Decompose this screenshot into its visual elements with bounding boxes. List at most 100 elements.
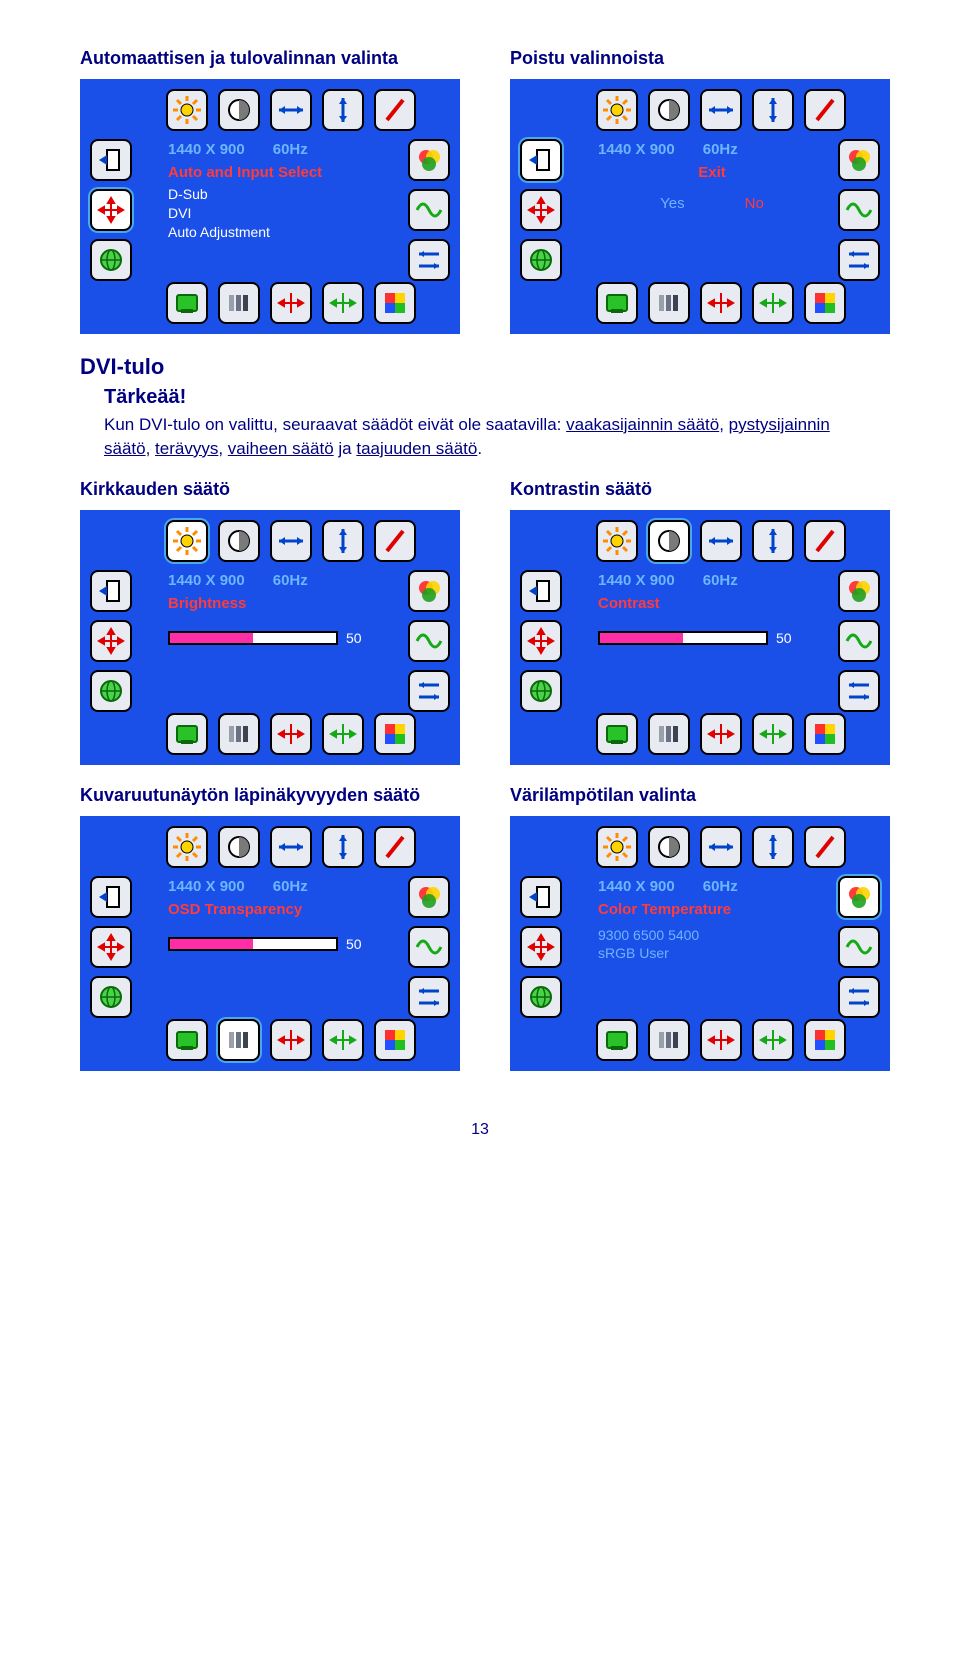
input-icon [520, 139, 562, 181]
language-icon [520, 976, 562, 1018]
input-icon [90, 876, 132, 918]
clock-icon [838, 670, 880, 712]
move-green-icon [322, 282, 364, 324]
resolution-text: 1440 X 90060Hz [598, 878, 826, 895]
move-green-icon [752, 713, 794, 755]
color-grid-icon [374, 713, 416, 755]
clock-icon [838, 976, 880, 1018]
input-icon [90, 570, 132, 612]
osd-auto-input: 1440 X 90060Hz Auto and Input Select D-S… [80, 79, 460, 334]
osd-pos-icon [520, 926, 562, 968]
resolution-text: 1440 X 90060Hz [598, 572, 826, 589]
caption-exit: Poistu valinnoista [510, 48, 890, 69]
free-icon [166, 713, 208, 755]
move-green-icon [322, 1019, 364, 1061]
colortemp-options: 9300 6500 5400 sRGB User [598, 926, 826, 964]
h-arrows-icon [270, 89, 312, 131]
clock-icon [408, 239, 450, 281]
sharpness-icon [804, 520, 846, 562]
fill [600, 633, 683, 643]
language-icon [90, 670, 132, 712]
clock-icon [408, 976, 450, 1018]
move-green-icon [322, 713, 364, 755]
h-arrows-icon [700, 826, 742, 868]
contrast-icon [648, 826, 690, 868]
resolution-text: 1440 X 90060Hz [598, 141, 826, 158]
transparency-bars-icon [648, 282, 690, 324]
phase-icon [838, 926, 880, 968]
contrast-icon [648, 89, 690, 131]
phase-icon [838, 189, 880, 231]
free-icon [166, 282, 208, 324]
input-icon [90, 139, 132, 181]
sharpness-icon [374, 826, 416, 868]
move-red-icon [270, 282, 312, 324]
important-label: Tärkeää! [104, 386, 880, 409]
sun-icon [166, 89, 208, 131]
move-red-icon [700, 282, 742, 324]
color-grid-icon [804, 282, 846, 324]
v-arrows-icon [322, 826, 364, 868]
input-icon [520, 570, 562, 612]
resolution-text: 1440 X 90060Hz [168, 572, 396, 589]
osd-title: Exit [598, 164, 826, 181]
transparency-slider: 50 [168, 936, 396, 952]
resolution-text: 1440 X 90060Hz [168, 878, 396, 895]
yes-no: YesNo [598, 195, 826, 212]
sharpness-icon [374, 89, 416, 131]
color-grid-icon [804, 1019, 846, 1061]
osd-title: Color Temperature [598, 901, 826, 918]
osd-brightness: 1440 X 90060Hz Brightness 50 [80, 510, 460, 765]
clock-icon [838, 239, 880, 281]
osd-colortemp: 1440 X 90060Hz Color Temperature 9300 65… [510, 816, 890, 1071]
v-arrows-icon [752, 89, 794, 131]
sharpness-icon [804, 89, 846, 131]
rgb-icon [408, 876, 450, 918]
osd-pos-icon [90, 189, 132, 231]
input-icon [520, 876, 562, 918]
contrast-icon [218, 89, 260, 131]
transparency-bars-icon [648, 1019, 690, 1061]
resolution-text: 1440 X 90060Hz [168, 141, 396, 158]
caption-contrast: Kontrastin säätö [510, 479, 890, 500]
rgb-icon [408, 570, 450, 612]
phase-icon [408, 926, 450, 968]
phase-icon [408, 189, 450, 231]
free-icon [596, 1019, 638, 1061]
caption-brightness: Kirkkauden säätö [80, 479, 460, 500]
move-red-icon [270, 1019, 312, 1061]
v-arrows-icon [752, 826, 794, 868]
caption-auto-input: Automaattisen ja tulovalinnan valinta [80, 48, 460, 69]
phase-icon [838, 620, 880, 662]
dvi-heading: DVI-tulo [80, 354, 880, 380]
osd-exit: 1440 X 90060Hz Exit YesNo [510, 79, 890, 334]
rgb-icon [838, 570, 880, 612]
transparency-bars-icon [648, 713, 690, 755]
h-arrows-icon [270, 520, 312, 562]
color-grid-icon [374, 1019, 416, 1061]
osd-title: Brightness [168, 595, 396, 612]
osd-contrast: 1440 X 90060Hz Contrast 50 [510, 510, 890, 765]
osd-pos-icon [520, 189, 562, 231]
osd-title: Contrast [598, 595, 826, 612]
free-icon [596, 713, 638, 755]
contrast-icon [218, 826, 260, 868]
rgb-icon [838, 876, 880, 918]
language-icon [90, 976, 132, 1018]
osd-transparency: 1440 X 90060Hz OSD Transparency 50 [80, 816, 460, 1071]
caption-colortemp: Värilämpötilan valinta [510, 785, 890, 806]
language-icon [520, 670, 562, 712]
move-green-icon [752, 282, 794, 324]
v-arrows-icon [752, 520, 794, 562]
v-arrows-icon [322, 89, 364, 131]
dvi-body: Kun DVI-tulo on valittu, seuraavat säädö… [104, 413, 880, 461]
osd-pos-icon [90, 926, 132, 968]
move-red-icon [700, 713, 742, 755]
h-arrows-icon [270, 826, 312, 868]
move-green-icon [752, 1019, 794, 1061]
brightness-slider: 50 [168, 630, 396, 646]
osd-pos-icon [90, 620, 132, 662]
rgb-icon [838, 139, 880, 181]
free-icon [596, 282, 638, 324]
rgb-icon [408, 139, 450, 181]
